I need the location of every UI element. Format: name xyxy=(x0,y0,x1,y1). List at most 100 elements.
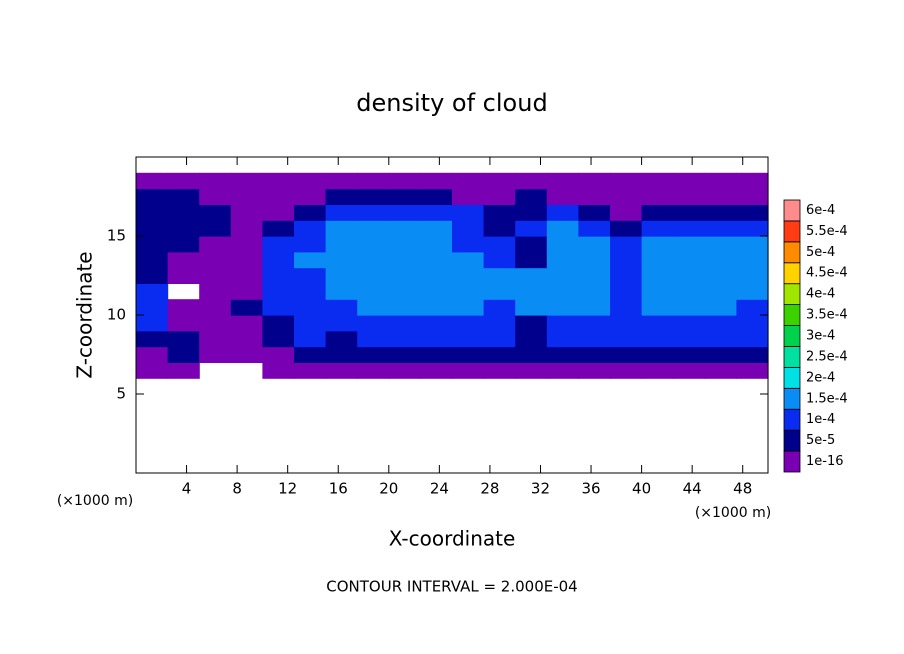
contour-cell xyxy=(388,299,421,316)
contour-cell xyxy=(452,172,485,190)
contour-cell xyxy=(136,251,169,269)
contour-cell xyxy=(230,299,263,316)
contour-cell xyxy=(704,220,737,237)
contour-cell xyxy=(578,330,611,348)
colorbar-box xyxy=(783,408,801,431)
contour-cell xyxy=(230,267,263,284)
contour-cell xyxy=(420,346,453,363)
x-axis-label: X-coordinate xyxy=(389,527,516,551)
contour-cell xyxy=(736,220,769,237)
contour-cell xyxy=(578,299,611,316)
contour-cell xyxy=(452,299,485,316)
contour-cell xyxy=(167,315,200,332)
contour-cell xyxy=(325,299,358,316)
colorbar-box xyxy=(783,283,801,306)
contour-cell xyxy=(452,346,485,363)
contour-cell xyxy=(136,315,169,332)
contour-cell xyxy=(483,267,516,284)
contour-cell xyxy=(262,188,295,205)
colorbar-label: 1e-16 xyxy=(806,454,844,469)
contour-cell xyxy=(420,299,453,316)
contour-cell xyxy=(294,315,327,332)
contour-cell xyxy=(388,267,421,284)
contour-cell xyxy=(578,204,611,221)
contour-cell xyxy=(515,236,548,253)
contour-cell xyxy=(704,267,737,284)
contour-cell xyxy=(673,362,706,379)
contour-cell xyxy=(546,251,579,269)
contour-cell xyxy=(452,188,485,205)
contour-cell xyxy=(262,346,295,363)
contour-cell xyxy=(357,172,390,190)
contour-cell xyxy=(167,172,200,190)
contour-cell xyxy=(452,236,485,253)
contour-cell xyxy=(483,251,516,269)
colorbar-label: 5e-4 xyxy=(806,245,835,260)
contour-cell xyxy=(736,362,769,379)
contour-cell xyxy=(546,346,579,363)
contour-cell xyxy=(452,251,485,269)
contour-cell xyxy=(357,188,390,205)
contour-cell xyxy=(167,362,200,379)
contour-cell xyxy=(325,362,358,379)
colorbar-box xyxy=(783,450,801,473)
footnote: CONTOUR INTERVAL = 2.000E-04 xyxy=(326,578,577,596)
contour-cell xyxy=(515,267,548,284)
contour-cell xyxy=(736,299,769,316)
colorbar-label: 2.5e-4 xyxy=(806,349,848,364)
contour-cell xyxy=(483,172,516,190)
contour-cell xyxy=(262,220,295,237)
contour-cell xyxy=(167,220,200,237)
colorbar-label: 1e-4 xyxy=(806,412,835,427)
contour-cell xyxy=(704,330,737,348)
contour-cell xyxy=(546,236,579,253)
contour-cell xyxy=(420,204,453,221)
contour-cell xyxy=(515,188,548,205)
contour-cell xyxy=(262,315,295,332)
contour-cell xyxy=(357,220,390,237)
contour-cell xyxy=(262,236,295,253)
contour-cell xyxy=(452,330,485,348)
contour-cell xyxy=(388,204,421,221)
contour-cell xyxy=(704,283,737,300)
contour-cell xyxy=(199,283,232,300)
colorbar-box xyxy=(783,346,801,368)
contour-cell xyxy=(294,220,327,237)
x-tick-label: 24 xyxy=(430,480,449,498)
colorbar-box xyxy=(783,199,801,222)
x-tick-label: 32 xyxy=(531,480,550,498)
contour-cell xyxy=(420,267,453,284)
contour-cell xyxy=(483,346,516,363)
contour-cell xyxy=(483,283,516,300)
contour-cell xyxy=(641,283,674,300)
contour-cell xyxy=(452,315,485,332)
contour-cell xyxy=(294,251,327,269)
contour-cell xyxy=(294,172,327,190)
colorbar-label: 4e-4 xyxy=(806,287,835,302)
contour-cell xyxy=(388,283,421,300)
colorbar-box xyxy=(783,262,801,285)
contour-cell xyxy=(641,251,674,269)
contour-cell xyxy=(736,330,769,348)
contour-cell xyxy=(136,236,169,253)
contour-cell xyxy=(578,172,611,190)
colorbar-label: 1.5e-4 xyxy=(806,391,848,406)
contour-cell xyxy=(641,172,674,190)
contour-cell xyxy=(357,283,390,300)
contour-cell xyxy=(167,236,200,253)
contour-cell xyxy=(167,299,200,316)
colorbar-box xyxy=(783,366,801,389)
contour-cell xyxy=(546,204,579,221)
contour-cell xyxy=(704,315,737,332)
contour-cell xyxy=(136,172,169,190)
contour-cell xyxy=(641,188,674,205)
x-tick-label: 44 xyxy=(683,480,702,498)
contour-cell xyxy=(230,330,263,348)
contour-cell xyxy=(357,251,390,269)
contour-cell xyxy=(673,220,706,237)
contour-cell xyxy=(610,330,643,348)
y-tick-label: 15 xyxy=(107,227,126,245)
contour-cell xyxy=(515,283,548,300)
contour-cell xyxy=(736,251,769,269)
contour-cell xyxy=(610,220,643,237)
